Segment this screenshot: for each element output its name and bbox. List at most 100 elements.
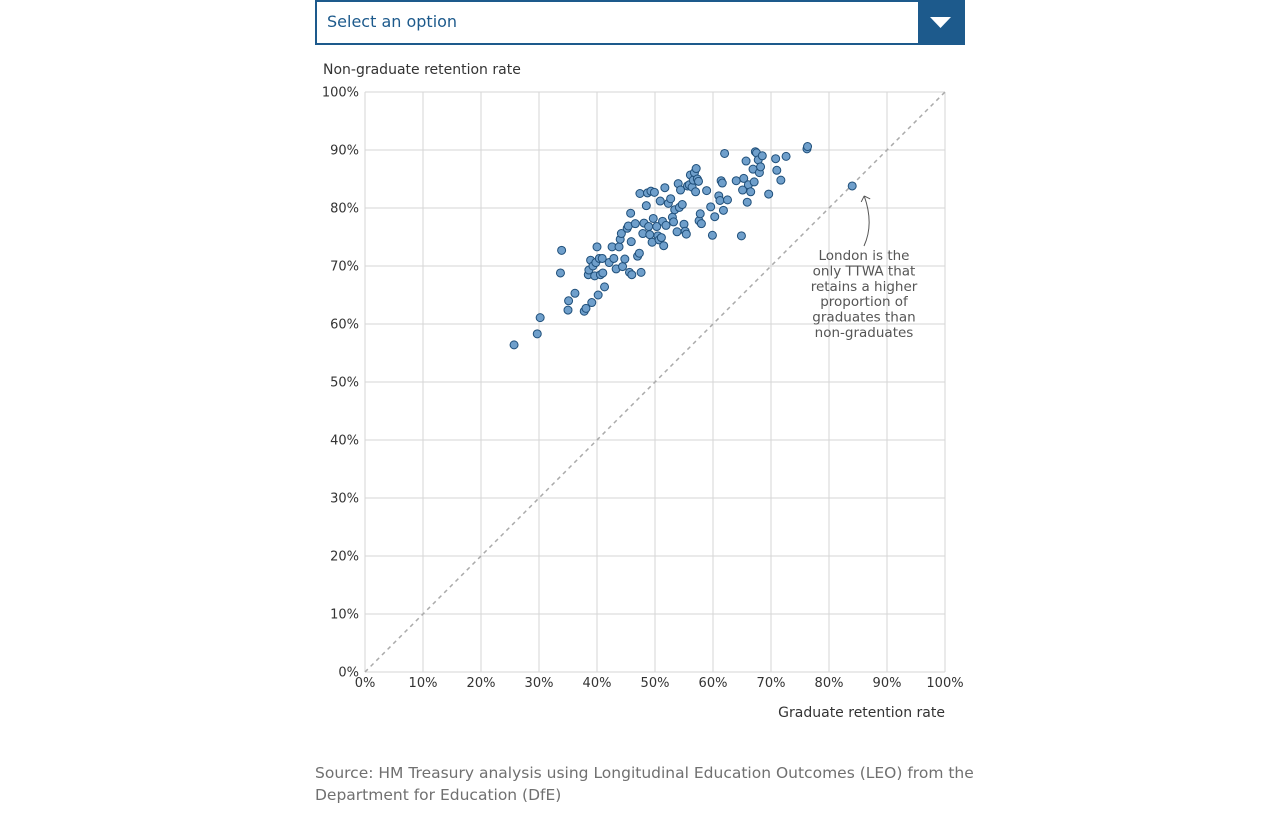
data-point [600,282,610,292]
data-point [649,187,659,197]
data-point [614,242,624,252]
y-tick-label: 50% [330,376,359,391]
reference-diagonal-line [364,91,946,673]
data-point [598,268,608,278]
data-point [656,233,666,243]
data-point [736,231,746,241]
data-point [630,219,640,229]
data-point [803,142,813,152]
data-point [597,253,607,263]
data-point [655,196,665,206]
chart-grid [364,91,946,673]
data-point [641,201,651,211]
data-point [749,177,759,187]
data-point [715,195,725,205]
annotation-line: retains a higher [811,279,918,295]
data-point [776,175,786,185]
data-point [707,230,717,240]
y-tick-label: 10% [330,608,359,623]
data-point [772,165,782,175]
dropdown-selected-label: Select an option [327,12,458,31]
data-point [669,217,679,227]
data-point [661,220,671,230]
data-point [746,187,756,197]
data-point [847,181,857,191]
y-tick-label: 20% [330,550,359,565]
y-tick-label: 0% [338,666,359,681]
data-point [781,151,791,161]
y-tick-label: 90% [330,144,359,159]
data-point [677,200,687,210]
x-tick-label: 30% [525,676,554,691]
data-point [620,254,630,264]
data-point [672,227,682,237]
y-tick-label: 30% [330,492,359,507]
x-tick-label: 40% [583,676,612,691]
data-point [563,305,573,315]
data-point [636,267,646,277]
data-point [648,213,658,223]
y-tick-label: 80% [330,202,359,217]
chevron-down-icon [930,17,951,28]
data-point [634,248,644,258]
data-point [710,212,720,222]
x-tick-label: 80% [815,676,844,691]
x-tick-label: 50% [641,676,670,691]
x-tick-label: 70% [757,676,786,691]
data-point [691,164,701,174]
data-point [696,219,706,229]
data-point [739,173,749,183]
x-tick-label: 60% [699,676,728,691]
data-point [676,185,686,195]
dropdown-toggle-button[interactable] [918,2,963,43]
data-point [626,208,636,218]
y-tick-label: 60% [330,318,359,333]
data-point [694,176,703,186]
annotation-line: non-graduates [815,325,914,341]
y-axis-title: Non-graduate retention rate [323,62,521,78]
data-point [742,197,752,207]
data-point [557,245,567,255]
data-point [718,205,728,215]
data-point [666,194,676,204]
data-point [771,154,781,164]
annotation-line: graduates than [812,310,915,326]
data-point [535,313,545,323]
data-point [706,202,716,212]
data-point [691,187,701,197]
annotation-line: only TTWA that [813,263,916,279]
data-point [741,156,751,166]
data-point [532,329,542,339]
y-tick-label: 70% [330,260,359,275]
x-tick-label: 100% [926,676,963,691]
source-note: Source: HM Treasury analysis using Longi… [315,764,974,804]
data-point [681,229,691,239]
data-points [509,142,857,350]
annotation-arrow [860,195,871,247]
data-point [764,189,774,199]
data-point [626,237,636,247]
x-tick-label: 10% [409,676,438,691]
data-point [635,189,645,198]
data-point [756,162,766,172]
london-annotation: London is the only TTWA that retains a hig… [811,248,918,341]
data-point [627,270,637,280]
area-select-dropdown[interactable]: Select an option [315,0,965,45]
data-point [702,186,712,196]
data-point [609,253,619,263]
x-tick-label: 20% [467,676,496,691]
data-point [652,222,662,232]
data-point [509,340,519,350]
data-point [659,241,669,251]
data-point [570,288,580,298]
y-axis-ticks: 0% 10% 20% 30% 40% 50% 60% 70% 80% 90% 100% [322,86,359,681]
scatter-chart: 0% 10% 20% 30% 40% 50% 60% 70% 80% 90% 100% 0% 10% 2… [322,62,964,721]
data-point [587,298,597,308]
data-point [757,151,767,161]
data-point [645,230,655,240]
x-tick-label: 0% [355,676,376,691]
data-point [593,290,603,300]
data-point [555,268,565,278]
data-point [723,195,732,205]
y-tick-label: 100% [322,86,359,101]
